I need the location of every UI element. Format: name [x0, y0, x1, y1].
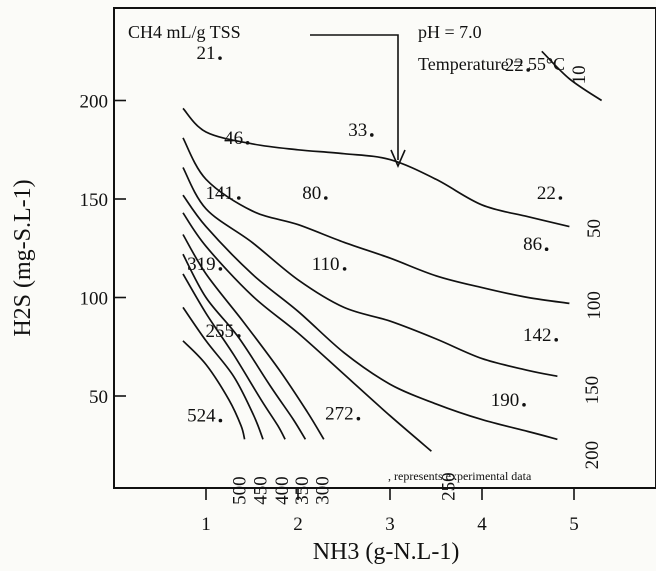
experimental-point-label: 86 — [523, 234, 542, 255]
x-tick-label: 2 — [293, 514, 303, 535]
contour-label-100: 100 — [584, 291, 605, 320]
plot-frame — [113, 7, 656, 489]
legend-arrowhead — [390, 149, 406, 168]
experimental-point-marker — [218, 56, 222, 60]
x-axis: 1 2 3 4 5 — [201, 488, 579, 535]
y-tick-label: 200 — [80, 92, 109, 113]
experimental-point-marker — [558, 196, 563, 200]
condition-ph: pH = 7.0 — [418, 22, 482, 42]
experimental-point-marker — [218, 267, 223, 271]
experimental-point-label: 524 — [187, 406, 216, 427]
contour-line-250 — [182, 212, 432, 452]
contour-lines — [182, 50, 603, 452]
footnote: , represents experimental data — [388, 469, 532, 483]
contour-line-150 — [182, 167, 558, 378]
contour-line-400 — [182, 273, 286, 440]
experimental-point-marker — [342, 267, 347, 271]
experimental-point-marker — [356, 416, 361, 421]
contour-label-350: 350 — [292, 476, 313, 505]
contour-label-150: 150 — [582, 376, 603, 405]
x-tick-label: 4 — [477, 514, 487, 535]
experimental-point-label: 22 — [505, 55, 524, 76]
experimental-point-marker — [370, 133, 374, 137]
experimental-point-label: 319 — [187, 254, 216, 275]
contour-line-500 — [182, 340, 246, 440]
contour-line-10 — [541, 50, 603, 102]
condition-temperature: Temperature = 55°C — [418, 54, 565, 74]
contour-line-350 — [182, 253, 307, 440]
experimental-point-label: 21 — [197, 43, 216, 64]
experimental-point-label: 142 — [523, 325, 552, 346]
experimental-point-label: 33 — [348, 120, 367, 141]
experimental-point-label: 190 — [491, 390, 520, 411]
experimental-point-label: 110 — [312, 254, 340, 275]
experimental-point-marker — [237, 334, 241, 338]
y-tick-label: 100 — [80, 289, 109, 310]
x-axis-label: NH3 (g-N.L-1) — [313, 539, 460, 565]
contour-label-500: 500 — [230, 476, 251, 505]
experimental-point-label: 46 — [224, 128, 243, 149]
experimental-point-marker — [544, 247, 549, 252]
experimental-point-marker — [522, 403, 526, 407]
contour-label-450: 450 — [251, 476, 272, 505]
contour-line-100 — [182, 137, 570, 305]
x-tick-label: 1 — [201, 514, 211, 535]
legend-arrow — [310, 34, 399, 160]
contour-line-50 — [182, 107, 570, 228]
contour-line-200 — [182, 194, 558, 441]
experimental-point-label: 255 — [206, 321, 235, 342]
legend-label: CH4 mL/g TSS — [128, 22, 241, 42]
y-axis: 50 100 150 200 — [80, 92, 126, 408]
experimental-point-marker — [526, 68, 530, 72]
y-tick-label: 150 — [80, 190, 109, 211]
y-tick-label: 50 — [89, 387, 108, 408]
x-tick-label: 3 — [385, 514, 395, 535]
x-tick-label: 5 — [569, 514, 579, 535]
experimental-point-marker — [245, 141, 250, 145]
experimental-point-marker — [324, 196, 328, 200]
contour-line-450 — [182, 306, 264, 440]
experimental-point-label: 22 — [537, 183, 556, 204]
contour-label-250: 250 — [438, 472, 459, 501]
experimental-point-label: 272 — [325, 404, 354, 425]
contour-line-300 — [182, 234, 325, 440]
experimental-point-marker — [218, 418, 223, 423]
experimental-point-marker — [554, 338, 558, 342]
y-axis-label: H2S (mg-S.L-1) — [10, 179, 36, 336]
contour-label-400: 400 — [272, 476, 293, 505]
experimental-points: 21 22 46 33 141 80 22 86 319 110 255 142 190 272 524 — [187, 43, 563, 427]
contour-label-300: 300 — [312, 476, 333, 505]
experimental-point-marker — [237, 196, 241, 200]
experimental-point-label: 80 — [302, 183, 321, 204]
contour-label-200: 200 — [582, 441, 603, 470]
contour-label-10: 10 — [569, 65, 590, 84]
experimental-point-label: 141 — [206, 183, 235, 204]
contour-label-50: 50 — [584, 219, 605, 238]
